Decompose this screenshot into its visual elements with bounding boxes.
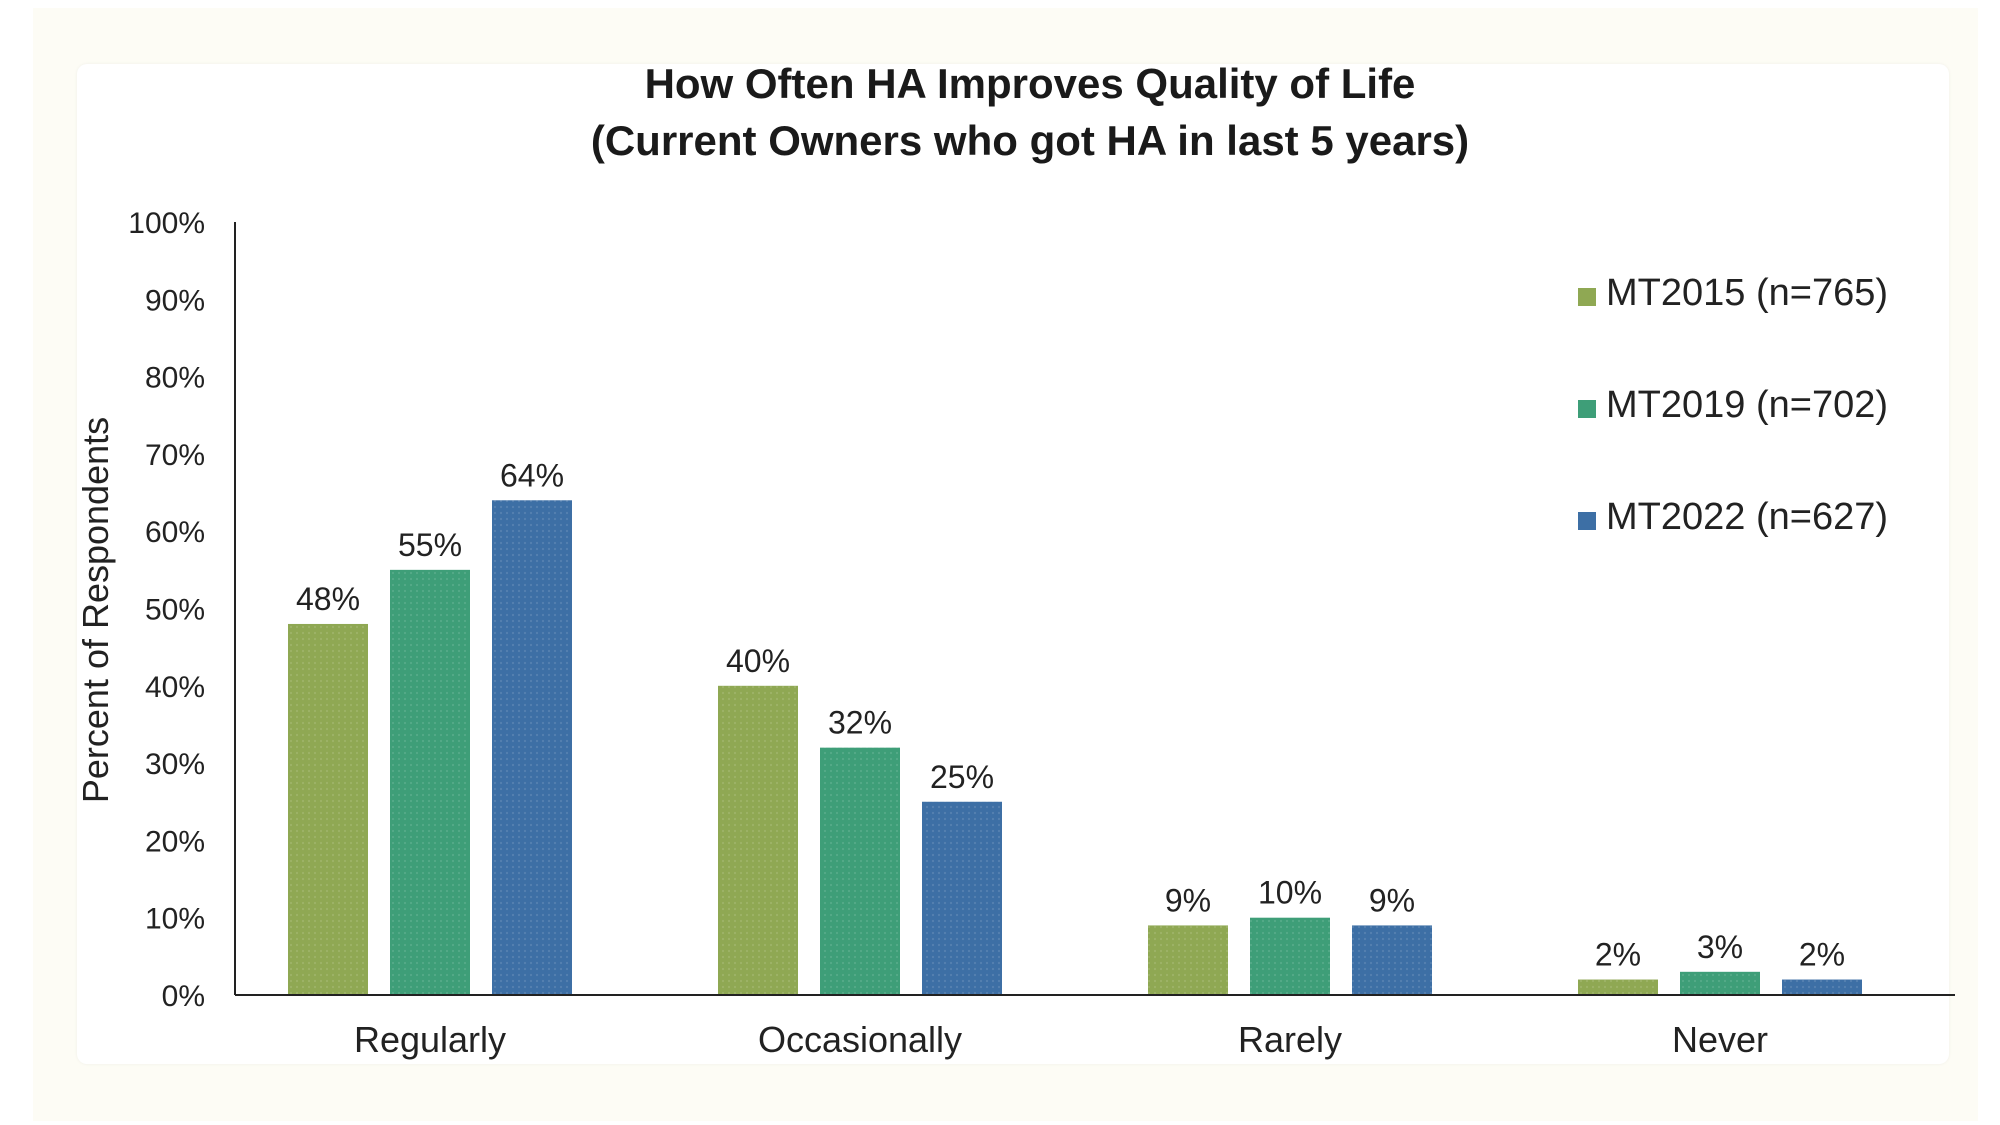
bar-never-3 bbox=[1782, 979, 1862, 995]
x-category-label: Occasionally bbox=[758, 1019, 962, 1060]
bar-value-label: 3% bbox=[1697, 929, 1743, 965]
x-category-label: Never bbox=[1672, 1019, 1768, 1060]
bar-rarely-1 bbox=[1148, 925, 1228, 995]
bar-value-label: 32% bbox=[828, 705, 892, 741]
bar-value-label: 2% bbox=[1595, 937, 1641, 973]
y-tick-label: 50% bbox=[145, 594, 205, 627]
bar-rarely-3 bbox=[1352, 925, 1432, 995]
y-tick-label: 0% bbox=[162, 980, 205, 1013]
chart-subtitle: (Current Owners who got HA in last 5 yea… bbox=[591, 117, 1469, 164]
legend-swatch bbox=[1578, 512, 1596, 530]
y-tick-label: 70% bbox=[145, 439, 205, 472]
y-tick-label: 80% bbox=[145, 362, 205, 395]
y-tick-label: 60% bbox=[145, 516, 205, 549]
value-labels: 48% 55% 64% 40% 32% 25% 9% 10% 9% 2% 3% 2% bbox=[296, 457, 1845, 972]
bar-occasionally-3 bbox=[922, 801, 1002, 995]
chart-card bbox=[77, 64, 1949, 1064]
x-category-label: Rarely bbox=[1238, 1019, 1342, 1060]
bars-group bbox=[288, 500, 1862, 995]
x-category-label: Regularly bbox=[354, 1019, 506, 1060]
legend-label: MT2022 (n=627) bbox=[1606, 496, 1888, 538]
legend-swatch bbox=[1578, 400, 1596, 418]
legend-label: MT2015 (n=765) bbox=[1606, 272, 1888, 314]
y-tick-label: 10% bbox=[145, 903, 205, 936]
category-labels: Regularly Occasionally Rarely Never bbox=[354, 1019, 1768, 1060]
chart-title: How Often HA Improves Quality of Life bbox=[645, 60, 1416, 107]
bar-value-label: 10% bbox=[1258, 875, 1322, 911]
bar-value-label: 25% bbox=[930, 759, 994, 795]
bar-regularly-2 bbox=[390, 569, 470, 995]
bar-occasionally-2 bbox=[820, 747, 900, 995]
bar-value-label: 48% bbox=[296, 581, 360, 617]
bar-value-label: 9% bbox=[1165, 882, 1211, 918]
bar-never-1 bbox=[1578, 979, 1658, 995]
bar-value-label: 64% bbox=[500, 457, 564, 493]
bar-occasionally-1 bbox=[718, 685, 798, 995]
legend-swatch bbox=[1578, 288, 1596, 306]
bar-never-2 bbox=[1680, 971, 1760, 995]
y-axis-label: Percent of Respondents bbox=[75, 417, 116, 803]
y-tick-label: 90% bbox=[145, 284, 205, 317]
bar-rarely-2 bbox=[1250, 917, 1330, 995]
y-axis-ticks: 0% 10% 20% 30% 40% 50% 60% 70% 80% 90% 100% bbox=[128, 207, 205, 1013]
y-tick-label: 20% bbox=[145, 825, 205, 858]
bar-value-label: 40% bbox=[726, 643, 790, 679]
bar-regularly-1 bbox=[288, 623, 368, 995]
bar-regularly-3 bbox=[492, 500, 572, 995]
bar-value-label: 9% bbox=[1369, 882, 1415, 918]
bar-value-label: 55% bbox=[398, 527, 462, 563]
y-tick-label: 100% bbox=[128, 207, 205, 240]
legend-label: MT2019 (n=702) bbox=[1606, 384, 1888, 426]
bar-value-label: 2% bbox=[1799, 937, 1845, 973]
y-tick-label: 30% bbox=[145, 748, 205, 781]
legend: MT2015 (n=765) MT2019 (n=702) MT2022 (n=62… bbox=[1578, 272, 1888, 538]
y-tick-label: 40% bbox=[145, 671, 205, 704]
